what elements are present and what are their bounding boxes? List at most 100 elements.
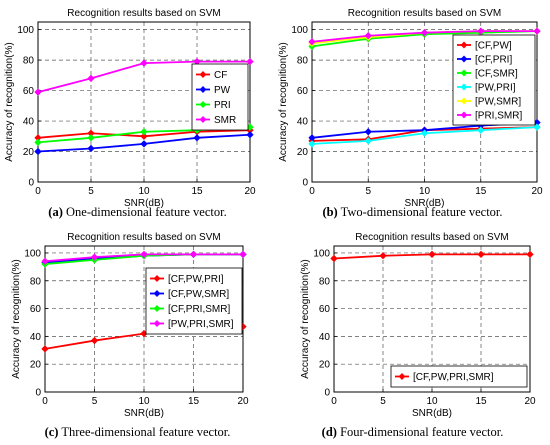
y-tick-label: 40 bbox=[23, 117, 35, 128]
data-point bbox=[90, 253, 99, 261]
data-point bbox=[533, 27, 541, 35]
x-tick-label: 5 bbox=[88, 186, 94, 197]
legend-marker bbox=[199, 115, 207, 124]
data-point bbox=[308, 38, 316, 46]
legend-label: [CF,SMR] bbox=[475, 69, 518, 80]
data-point bbox=[140, 132, 148, 141]
x-tick-label: 20 bbox=[237, 396, 249, 407]
y-tick-label: 100 bbox=[24, 248, 41, 259]
legend-marker bbox=[398, 372, 406, 381]
legend-marker bbox=[153, 319, 161, 328]
data-point bbox=[428, 250, 436, 259]
y-tick-label: 60 bbox=[297, 86, 309, 97]
legend-label: [CF,PW,PRI,SMR] bbox=[413, 372, 494, 383]
data-point bbox=[533, 123, 541, 131]
y-tick-label: 100 bbox=[291, 25, 308, 36]
legend-marker bbox=[460, 97, 468, 105]
y-tick-label: 60 bbox=[30, 304, 42, 315]
data-point bbox=[476, 126, 485, 134]
data-point bbox=[34, 138, 42, 147]
legend-label: PRI bbox=[214, 100, 231, 111]
legend: [CF,PW,PRI,SMR] bbox=[390, 365, 528, 388]
y-axis-label: Accuracy of recognition(%) bbox=[11, 259, 22, 379]
x-tick-label: 10 bbox=[138, 186, 150, 197]
data-point bbox=[364, 137, 373, 145]
data-point bbox=[379, 251, 387, 260]
x-tick-label: 10 bbox=[426, 396, 438, 407]
caption-b-letter: (b) bbox=[322, 205, 338, 219]
chart-title: Recognition results based on SVM bbox=[348, 8, 501, 19]
x-tick-label: 15 bbox=[188, 396, 200, 407]
x-tick-label: 5 bbox=[92, 396, 98, 407]
legend-label: [PW,PRI] bbox=[475, 83, 516, 94]
caption-d-text: Four-dimensional feature vector. bbox=[336, 425, 504, 439]
x-tick-label: 20 bbox=[531, 186, 543, 197]
data-point bbox=[41, 345, 49, 353]
x-tick-label: 5 bbox=[365, 186, 371, 197]
x-tick-label: 10 bbox=[138, 396, 150, 407]
y-tick-label: 0 bbox=[28, 178, 34, 189]
y-axis-label: Accuracy of recognition(%) bbox=[4, 42, 15, 162]
chart-title: Recognition results based on SVM bbox=[67, 8, 220, 19]
caption-a: (a) One-dimensional feature vector. bbox=[0, 205, 275, 220]
legend-marker bbox=[153, 274, 161, 283]
x-tick-label: 5 bbox=[380, 396, 386, 407]
chart-panel-0: 0 5 10 15 20 0 20 40 60 80 100 Recognition results … bbox=[4, 8, 256, 209]
x-tick-label: 0 bbox=[35, 186, 41, 197]
data-point bbox=[140, 140, 148, 148]
data-point bbox=[476, 27, 485, 35]
legend-label: [CF,PW] bbox=[475, 41, 512, 52]
legend-label: [CF,PW,SMR] bbox=[168, 289, 229, 300]
legend-marker bbox=[199, 85, 207, 94]
x-tick-label: 0 bbox=[309, 186, 315, 197]
y-tick-label: 100 bbox=[313, 248, 330, 259]
y-tick-label: 0 bbox=[324, 388, 330, 399]
data-point bbox=[246, 131, 254, 139]
data-point bbox=[140, 59, 148, 67]
chart-panel-1: 0 5 10 15 20 0 20 40 60 80 100 Recognition results … bbox=[278, 8, 543, 209]
legend-label: PW bbox=[214, 85, 231, 96]
caption-b-text: Two-dimensional feature vector. bbox=[337, 205, 503, 219]
x-tick-label: 10 bbox=[419, 186, 431, 197]
data-point bbox=[140, 250, 148, 259]
caption-d-letter: (d) bbox=[321, 425, 337, 439]
y-tick-label: 20 bbox=[319, 360, 331, 371]
legend-marker bbox=[460, 83, 468, 91]
chart-panel-2: 0 5 10 15 20 0 20 40 60 80 100 Recognition results … bbox=[11, 232, 249, 419]
x-tick-label: 0 bbox=[42, 396, 48, 407]
legend-marker bbox=[460, 41, 468, 49]
x-tick-label: 15 bbox=[475, 396, 487, 407]
data-point bbox=[90, 336, 99, 345]
data-point bbox=[364, 31, 373, 40]
y-axis-label: Accuracy of recognition(%) bbox=[300, 259, 311, 379]
legend-box bbox=[390, 365, 528, 388]
y-tick-label: 0 bbox=[35, 388, 41, 399]
y-tick-label: 40 bbox=[30, 332, 42, 343]
legend-marker bbox=[153, 304, 161, 313]
legend-label: SMR bbox=[214, 115, 236, 126]
legend-label: [CF,PRI,SMR] bbox=[168, 304, 230, 315]
data-point bbox=[420, 28, 429, 37]
data-point bbox=[330, 254, 338, 263]
legend-marker bbox=[199, 100, 207, 109]
caption-a-text: One-dimensional feature vector. bbox=[62, 205, 227, 219]
y-tick-label: 80 bbox=[30, 276, 42, 287]
legend-label: [PW,SMR] bbox=[475, 97, 521, 108]
y-tick-label: 80 bbox=[297, 56, 309, 67]
data-point bbox=[189, 250, 198, 259]
data-point bbox=[87, 134, 95, 142]
data-point bbox=[239, 250, 247, 259]
chart-title: Recognition results based on SVM bbox=[355, 232, 508, 243]
data-point bbox=[34, 88, 42, 96]
y-tick-label: 40 bbox=[319, 332, 331, 343]
y-tick-label: 100 bbox=[17, 25, 34, 36]
caption-c: (c) Three-dimensional feature vector. bbox=[0, 425, 275, 440]
x-axis-label: SNR(dB) bbox=[404, 198, 444, 209]
data-point bbox=[87, 74, 95, 83]
y-tick-label: 20 bbox=[30, 360, 42, 371]
data-point bbox=[87, 144, 95, 153]
x-axis-label: SNR(dB) bbox=[124, 408, 164, 419]
chart-panel-3: 0 5 10 15 20 0 20 40 60 80 100 Recognition results … bbox=[300, 232, 536, 419]
data-point bbox=[526, 250, 534, 259]
legend-label: [PRI,SMR] bbox=[475, 111, 522, 122]
